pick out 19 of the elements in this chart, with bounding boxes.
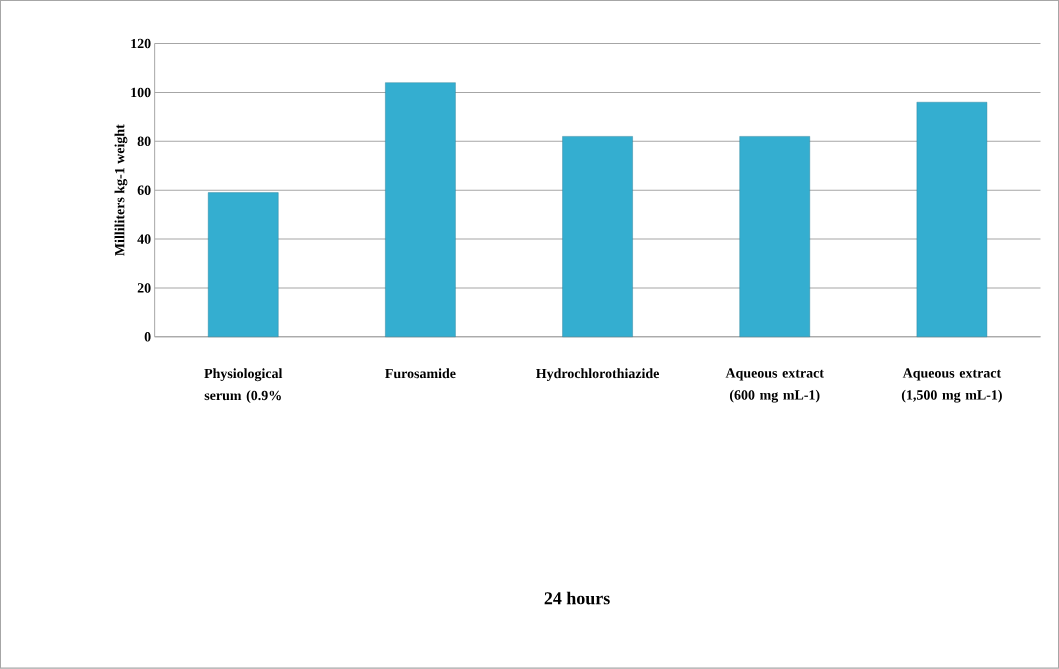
bar [916, 102, 988, 338]
x-tick-label: Aqueous extract (600 mg mL-1) [725, 368, 824, 403]
y-axis-title: Milliliters kg-1 weight [114, 124, 128, 257]
x-tick-label: Hydrochlorothiazide [536, 368, 660, 382]
text: 24 hours [544, 591, 610, 605]
bar [739, 136, 810, 338]
x-tick-label: Furosamide [385, 368, 456, 379]
bar [208, 192, 279, 338]
x-tick-label: Physiological serum (0.9% [204, 368, 283, 404]
bar [562, 136, 633, 338]
y-tick-label: 60 [137, 185, 151, 196]
y-tick-label: 40 [137, 234, 151, 244]
y-tick-label: 120 [131, 39, 151, 49]
y-tick-label: 0 [144, 332, 151, 342]
y-tick-label: 100 [131, 87, 151, 98]
bar [385, 82, 456, 338]
y-tick-label: 20 [137, 283, 151, 293]
y-tick-label: 80 [137, 136, 151, 147]
x-tick-label: Aqueous extract (1,500 mg mL-1) [901, 368, 1002, 403]
